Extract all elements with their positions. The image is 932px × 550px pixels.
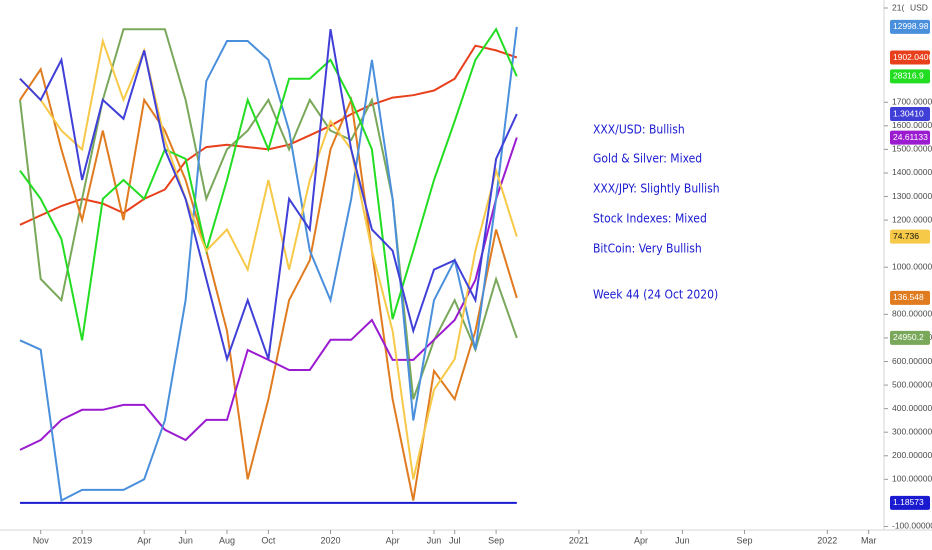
price-tag-label: 28316.9 <box>893 71 924 81</box>
y-tick-label: 400.00000 <box>892 403 932 413</box>
y-tick-label: 200.00000 <box>892 450 932 460</box>
annotation: XXX/USD: Bullish <box>593 123 685 137</box>
x-tick-label: 2022 <box>817 535 837 545</box>
annotation: Gold & Silver: Mixed <box>593 152 702 166</box>
y-tick-label: 500.00000 <box>892 379 932 389</box>
y-tick-label: 1400.00000 <box>892 167 932 177</box>
x-tick-label: Nov <box>33 535 50 545</box>
y-tick-label: 21( <box>892 2 904 12</box>
annotation: XXX/JPY: Slightly Bullish <box>593 182 720 196</box>
x-tick-label: 2021 <box>569 535 589 545</box>
x-tick-label: 2019 <box>72 535 92 545</box>
series-line <box>19 66 518 501</box>
y-tick-label: 100.00000 <box>892 474 932 484</box>
x-tick-label: Apr <box>137 535 151 545</box>
y-tick-label: 1600.00000 <box>892 120 932 130</box>
price-tag-label: 12998.98 <box>893 21 929 31</box>
plot-area <box>19 26 518 504</box>
price-tag <box>890 229 930 244</box>
x-tick-label: Sep <box>488 535 504 545</box>
annotation: BitCoin: Very Bullish <box>593 242 702 256</box>
y-tick-label: 300.00000 <box>892 426 932 436</box>
x-tick-label: 2020 <box>320 535 340 545</box>
price-tag <box>890 130 930 145</box>
price-tag <box>890 19 930 34</box>
price-tag <box>890 69 930 84</box>
series-line <box>19 29 518 363</box>
price-tag <box>890 495 930 510</box>
y-tick-label: 1500.00000 <box>892 144 932 154</box>
series-line <box>19 27 518 341</box>
annotations: XXX/USD: Bullish Gold & Silver: Mixed XXX/… <box>593 123 720 302</box>
price-tag-label: 1.18573 <box>893 497 924 507</box>
price-tags: 1902.04000 24950.2 136.548 24.61133 12998.98… <box>890 19 932 510</box>
y-axis-unit: USD <box>910 2 928 12</box>
price-tag-label: 1902.04000 <box>893 52 932 62</box>
price-tag <box>890 290 930 305</box>
annotation: Week 44 (24 Oct 2020) <box>593 288 718 302</box>
x-tick-label: Jun <box>427 535 442 545</box>
y-tick-label: 1300.00000 <box>892 191 932 201</box>
x-tick-label: Apr <box>634 535 648 545</box>
price-tag <box>890 107 930 122</box>
price-tag <box>890 330 930 345</box>
x-axis: Nov 2019 Apr Jun Aug Oct 2020 Apr Jun Jul Sep 2021 A… <box>33 530 877 545</box>
price-tag-label: 1.30410 <box>893 108 924 118</box>
x-tick-label: Aug <box>219 535 235 545</box>
y-tick-label: 800.00000 <box>892 309 932 319</box>
x-tick-label: Mar <box>861 535 877 545</box>
y-tick-label: 1000.00000 <box>892 261 932 271</box>
price-tag-label: 24950.2 <box>893 332 924 342</box>
y-tick-label: 1200.00000 <box>892 214 932 224</box>
x-tick-label: Apr <box>386 535 400 545</box>
series-line <box>19 37 518 480</box>
price-tag <box>890 50 930 65</box>
x-tick-label: Jun <box>178 535 193 545</box>
x-tick-label: Jun <box>675 535 690 545</box>
price-tag-label: 136.548 <box>893 292 924 302</box>
annotation: Stock Indexes: Mixed <box>593 212 707 226</box>
series-line <box>19 26 518 503</box>
x-tick-label: Oct <box>261 535 276 545</box>
y-tick-label: 600.00000 <box>892 356 932 366</box>
x-tick-label: Jul <box>449 535 461 545</box>
series-line <box>19 137 518 451</box>
y-tick-label: -100.00000 <box>892 521 932 531</box>
price-tag-label: 24.61133 <box>893 132 928 142</box>
price-tag-label: 74.736 <box>893 231 919 241</box>
x-tick-label: Sep <box>736 535 752 545</box>
y-tick-label: 1700.00000 <box>892 97 932 107</box>
